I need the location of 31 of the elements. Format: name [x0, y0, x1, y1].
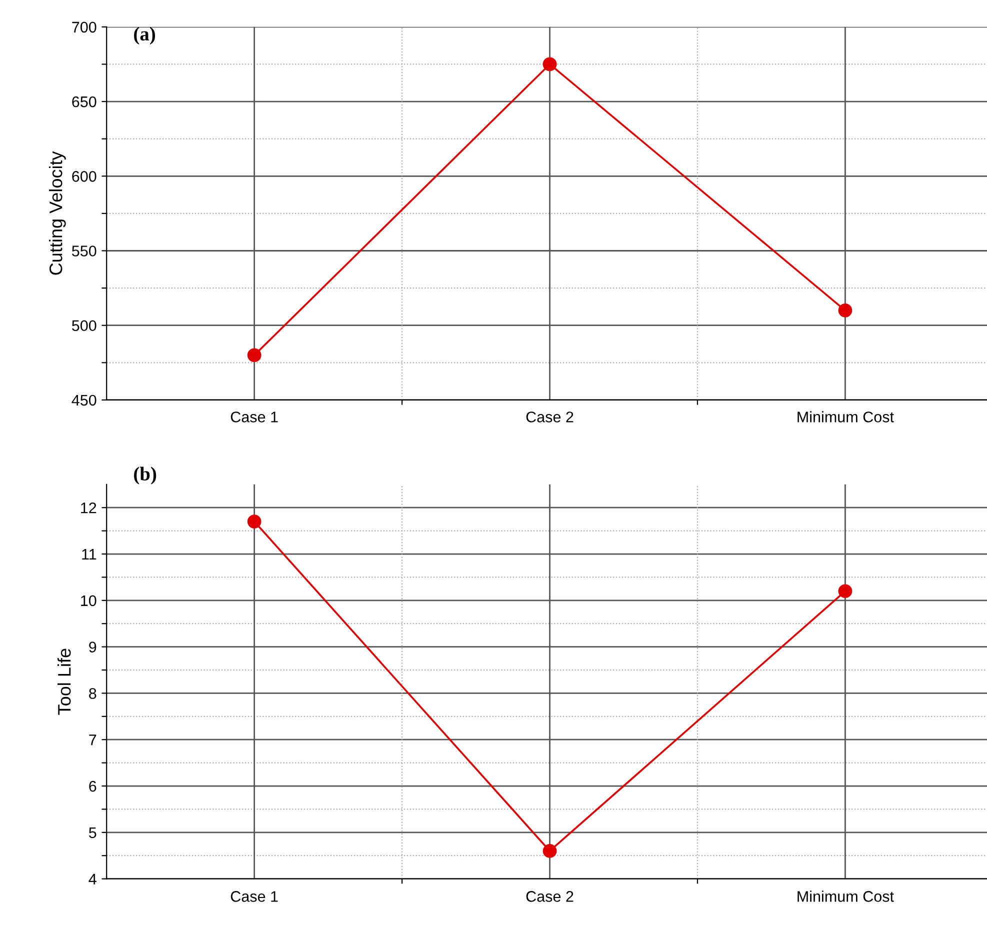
y-tick-label: 6: [89, 780, 96, 792]
x-tick-label: Case 2: [526, 891, 574, 902]
y-tick-label: 8: [89, 688, 96, 699]
y-tick-label: 9: [89, 642, 96, 652]
y-tick-label: 650: [72, 96, 96, 108]
y-tick-label: 5: [88, 827, 96, 838]
x-tick-label: Minimum Cost: [798, 890, 894, 902]
chart-title: (a): [134, 26, 156, 45]
chart-title: (b): [134, 466, 156, 484]
y-tick-label: 11: [82, 549, 96, 560]
x-tick-label: Case 1: [230, 412, 278, 422]
y-tick-label: 7: [89, 734, 96, 746]
point: [838, 303, 852, 318]
point: [542, 57, 557, 72]
y-tick-label: 10: [81, 595, 96, 606]
y-tick-label: 500: [72, 320, 96, 332]
y-tick-label: 12: [81, 502, 96, 514]
x-tick-label: Case 1: [230, 891, 278, 902]
y-tick-label: 4: [88, 874, 96, 884]
y-tick-label: 550: [72, 246, 96, 256]
point: [838, 584, 852, 598]
point: [542, 844, 557, 858]
y-tick-label: 700: [72, 22, 96, 33]
y-axis-title: Tool Life: [57, 648, 71, 715]
y-axis-title: Cutting Velocity: [49, 151, 66, 275]
x-tick-label: Minimum Cost: [798, 411, 894, 422]
x-tick-label: Case 2: [526, 412, 574, 422]
point: [247, 514, 262, 528]
point: [247, 348, 262, 362]
y-tick-label: 450: [72, 394, 96, 406]
y-tick-label: 600: [72, 171, 96, 182]
